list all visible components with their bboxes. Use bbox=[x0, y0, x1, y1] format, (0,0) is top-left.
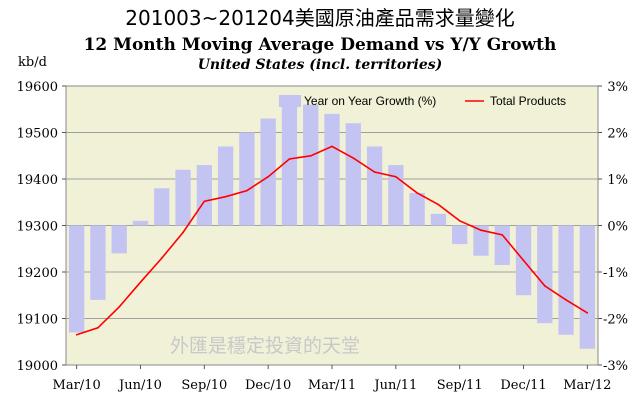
total-products-point bbox=[203, 200, 206, 203]
total-products-point bbox=[75, 333, 78, 336]
growth-bar bbox=[473, 225, 489, 256]
total-products-point bbox=[182, 231, 184, 234]
total-products-point bbox=[267, 175, 269, 178]
left-tick-label: 19100 bbox=[17, 313, 58, 328]
total-products-point bbox=[437, 203, 440, 206]
total-products-point bbox=[480, 229, 482, 231]
left-tick-label: 19200 bbox=[17, 266, 58, 281]
growth-bar bbox=[217, 146, 234, 226]
x-tick-label: Sep/11 bbox=[437, 378, 483, 393]
total-products-point bbox=[458, 220, 461, 222]
right-tick-label: -3% bbox=[603, 359, 628, 374]
total-products-point bbox=[224, 195, 227, 198]
growth-bar bbox=[90, 225, 106, 300]
total-products-point bbox=[373, 171, 376, 173]
total-products-point bbox=[352, 157, 355, 159]
growth-bar bbox=[409, 192, 425, 226]
total-products-point bbox=[246, 189, 248, 192]
x-tick-label: Jun/11 bbox=[372, 378, 417, 393]
growth-bar bbox=[430, 213, 447, 226]
x-tick-label: Mar/11 bbox=[308, 378, 356, 393]
growth-bar bbox=[388, 165, 404, 226]
total-products-point bbox=[395, 175, 397, 178]
total-products-line bbox=[75, 145, 589, 336]
right-tick-label: 2% bbox=[607, 127, 628, 142]
axes: 19000 19100 19200 19300 19400 19500 19600 -3% -2… bbox=[17, 80, 628, 393]
total-products-point bbox=[331, 145, 333, 148]
growth-bar bbox=[303, 104, 319, 226]
total-products-point bbox=[309, 154, 312, 157]
growth-bar bbox=[281, 95, 298, 226]
left-tick-label: 19400 bbox=[17, 173, 58, 188]
growth-bar bbox=[494, 225, 510, 266]
right-tick-label: 0% bbox=[607, 220, 628, 235]
chart-title: 201003~201204美國原油產品需求量變化 bbox=[125, 6, 515, 30]
growth-bar bbox=[366, 146, 383, 226]
right-tick-label: 3% bbox=[607, 80, 628, 95]
total-products-point bbox=[416, 192, 418, 194]
watermark: 外匯是穩定投資的天堂 bbox=[170, 335, 360, 357]
left-tick-label: 19600 bbox=[17, 80, 58, 95]
growth-bar bbox=[154, 188, 170, 226]
growth-bar bbox=[111, 225, 127, 254]
left-tick-label: 19300 bbox=[17, 220, 58, 235]
total-products-point bbox=[544, 285, 546, 287]
growth-bar bbox=[260, 118, 276, 226]
x-tick-label: Mar/12 bbox=[563, 378, 611, 393]
legend-label-total: Total Products bbox=[490, 94, 566, 108]
growth-bar bbox=[239, 132, 255, 226]
growth-bar bbox=[324, 113, 340, 226]
growth-bar bbox=[345, 123, 361, 226]
chart-subtitle: 12 Month Moving Average Demand vs Y/Y Gr… bbox=[83, 35, 557, 55]
x-tick-label: Jun/10 bbox=[117, 378, 162, 393]
x-tick-label: Dec/11 bbox=[500, 378, 546, 393]
total-products-point bbox=[586, 312, 589, 314]
right-tick-label: -2% bbox=[603, 313, 628, 328]
total-products-point bbox=[288, 158, 291, 160]
growth-bars bbox=[68, 95, 596, 349]
legend-swatch-growth bbox=[279, 95, 301, 107]
x-tick-label: Dec/10 bbox=[245, 378, 291, 393]
total-products-point bbox=[565, 299, 567, 301]
left-axis-label: kb/d bbox=[18, 55, 47, 70]
total-products-point bbox=[501, 234, 504, 236]
total-products-point bbox=[139, 281, 142, 284]
right-tick-label: -1% bbox=[603, 266, 628, 281]
growth-bar bbox=[68, 225, 85, 333]
total-products-point bbox=[118, 306, 120, 308]
left-tick-label: 19000 bbox=[17, 359, 58, 374]
growth-bar bbox=[579, 225, 596, 349]
growth-bar bbox=[558, 225, 574, 335]
x-tick-label: Sep/10 bbox=[181, 378, 227, 393]
growth-bar bbox=[452, 225, 468, 245]
legend-label-growth: Year on Year Growth (%) bbox=[304, 94, 436, 108]
total-products-point bbox=[522, 259, 525, 262]
total-products-point bbox=[97, 327, 99, 329]
growth-bar bbox=[196, 165, 212, 226]
growth-bar bbox=[175, 169, 191, 226]
right-tick-label: 1% bbox=[607, 173, 628, 188]
growth-bar bbox=[132, 220, 149, 226]
growth-bar bbox=[537, 225, 553, 324]
legend: Year on Year Growth (%) Total Products bbox=[279, 94, 566, 108]
left-tick-label: 19500 bbox=[17, 127, 58, 142]
chart-region: United States (incl. territories) bbox=[197, 57, 443, 73]
total-products-point bbox=[160, 257, 163, 259]
x-tick-label: Mar/10 bbox=[53, 378, 101, 393]
